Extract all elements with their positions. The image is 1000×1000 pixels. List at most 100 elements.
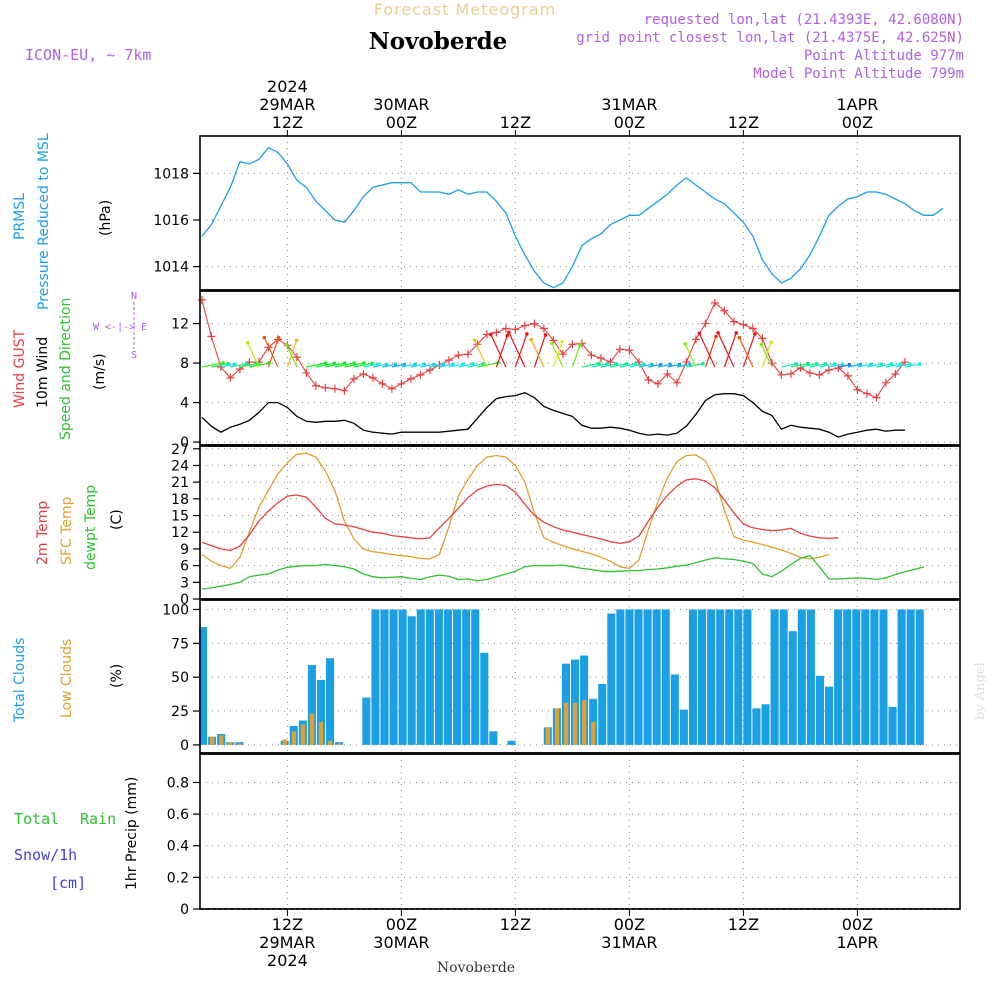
wind-arrow-head — [806, 361, 810, 366]
wind-unit: (m/s) — [92, 353, 108, 390]
wind-arrow-head — [294, 338, 299, 342]
low-cloud-bar — [219, 735, 224, 745]
wind-arrow-head — [650, 362, 654, 367]
wind-arrow — [738, 337, 754, 368]
time-label-top: 12Z — [500, 113, 531, 132]
wind-arrow — [267, 337, 280, 368]
wind-arrow-head — [525, 332, 529, 336]
wind-arrow — [742, 333, 756, 368]
wind-arrow-head — [402, 362, 407, 367]
wind-arrow-head — [550, 341, 554, 346]
gust-marker — [881, 378, 890, 387]
total-cloud-bar — [625, 609, 634, 745]
ytick-label: 0.4 — [167, 839, 189, 855]
wind-arrow-head — [507, 330, 511, 335]
wind-arrow — [828, 363, 843, 368]
gust-marker — [444, 356, 453, 365]
prmsl-line — [201, 146, 944, 289]
wind-10m-line — [201, 392, 905, 438]
precip-labels: Total Rain Snow/1h [cm] 1hr Precip (mm) — [14, 777, 140, 892]
low-cloud-bar — [318, 721, 324, 745]
gust-marker — [720, 306, 729, 315]
wind-arrow-head — [560, 339, 564, 344]
sfc-temp-line — [201, 452, 830, 570]
wind-arrow — [591, 363, 608, 368]
wind-arrow — [610, 363, 627, 368]
dewpt-line — [201, 554, 925, 590]
ytick-label: 25 — [171, 704, 189, 720]
total-cloud-bar — [834, 609, 843, 745]
total-cloud-bar — [471, 609, 480, 745]
wind-arrow-head — [529, 337, 534, 342]
wind-arrow — [885, 363, 901, 368]
wind-arrow-head — [677, 362, 682, 367]
temp-labels: 2m Temp SFC Temp dewpt Temp (C) — [35, 485, 125, 570]
total-cloud-bar — [307, 664, 316, 745]
requested-coords: requested lon,lat (21.4393E, 42.6080N) — [644, 12, 964, 28]
wind-arrow — [698, 333, 716, 368]
gust-marker — [596, 354, 605, 363]
total-cloud-bar — [779, 609, 788, 745]
wind-arrow-head — [226, 361, 230, 366]
total-cloud-bar — [398, 609, 407, 745]
low-cloud-bar — [591, 721, 596, 745]
wind-arrow — [372, 363, 387, 368]
gust-marker — [511, 325, 520, 334]
wind-arrow — [552, 341, 563, 368]
product-title: Forecast Meteogram — [374, 0, 556, 19]
total-cloud-bar — [716, 609, 725, 745]
wind-arrow-head — [505, 333, 510, 338]
wind-arrow — [286, 344, 298, 368]
gust-marker — [406, 374, 415, 383]
ytick-label: 21 — [171, 475, 189, 491]
date-label-top: 29MAR — [259, 95, 315, 114]
time-label-top: 12Z — [272, 113, 303, 132]
cloud-unit: (%) — [109, 664, 125, 688]
ytick-label: 15 — [171, 509, 189, 525]
low-cloud-bar — [210, 736, 215, 745]
gust-marker — [226, 373, 235, 382]
2m-temp-line — [201, 478, 839, 552]
wind-arrow-head — [688, 362, 692, 367]
gust-marker — [701, 319, 710, 328]
wind-arrow-head — [323, 361, 328, 365]
ytick-label: 4 — [180, 396, 189, 412]
wind-arrow — [676, 363, 691, 368]
total-cloud-bar — [453, 609, 462, 745]
gust-marker — [729, 317, 738, 326]
wind-arrow — [211, 363, 229, 368]
total-cloud-bar — [825, 686, 834, 745]
wind-arrow-head — [858, 362, 863, 367]
gust-marker — [748, 324, 757, 333]
wind-arrow-head — [624, 361, 629, 366]
wind-arrow-head — [597, 361, 601, 366]
total-cloud-bar — [688, 609, 697, 745]
total-cloud-bar — [906, 609, 915, 745]
wind-arrow-head — [342, 361, 347, 365]
low-cloud-bar — [582, 700, 587, 745]
wind-arrow — [790, 362, 809, 368]
precip-snow-unit: [cm] — [50, 874, 86, 892]
gust-marker — [568, 340, 577, 349]
wind-arrow-head — [769, 340, 773, 345]
wind-arrow-head — [683, 342, 687, 346]
total-cloud-bar — [389, 609, 398, 745]
gust-marker — [824, 365, 833, 374]
wind-arrow-head — [847, 362, 852, 367]
total-cloud-bar — [879, 609, 888, 745]
time-label-bottom: 12Z — [500, 915, 531, 934]
wind-arrow — [410, 363, 425, 368]
total-cloud-bar — [407, 616, 416, 745]
time-label-bottom: 12Z — [728, 915, 759, 934]
wind-arrow — [760, 344, 773, 368]
ytick-label: 3 — [180, 575, 189, 591]
total-cloud-bar — [489, 731, 498, 745]
gust-marker — [758, 334, 767, 343]
gust-marker — [235, 364, 244, 373]
total-cloud-bar — [598, 683, 607, 745]
temp-sfc-label: SFC Temp — [59, 496, 75, 565]
gust-marker — [520, 321, 529, 330]
wind-arrow — [220, 363, 235, 368]
wind-arrow-head — [451, 362, 455, 367]
year-label-top: 2024 — [267, 77, 308, 96]
